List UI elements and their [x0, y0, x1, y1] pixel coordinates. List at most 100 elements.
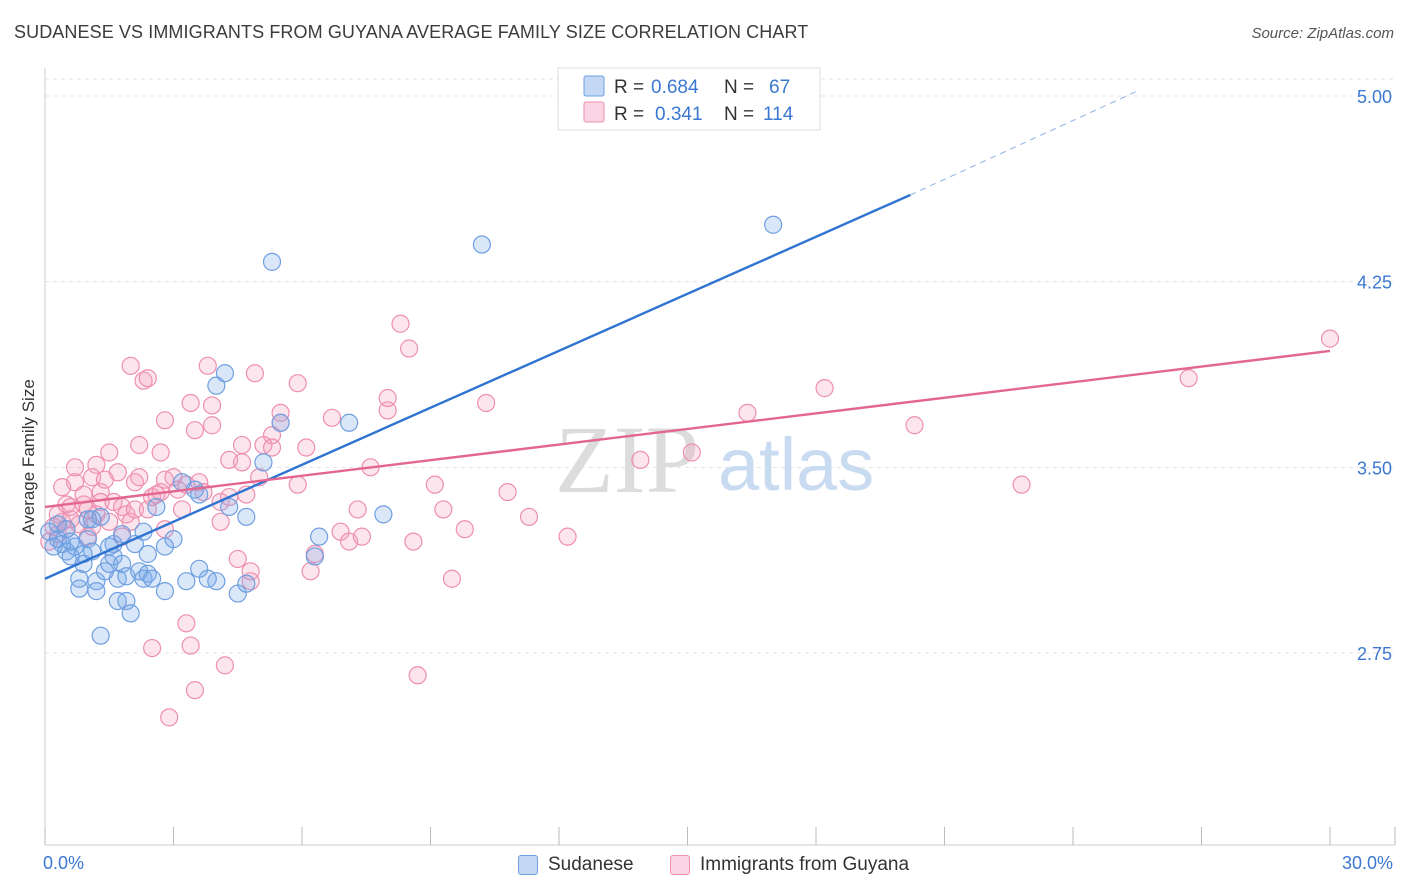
- legend-swatch-guyana: [670, 855, 690, 875]
- guyana-point: [177, 614, 196, 633]
- sudanese-point: [305, 547, 324, 566]
- sudanese-trend-line: [44, 193, 911, 580]
- sudanese-point: [87, 582, 106, 601]
- guyana-point: [198, 356, 217, 375]
- sudanese-point: [237, 507, 256, 526]
- chart-title: SUDANESE VS IMMIGRANTS FROM GUYANA AVERA…: [14, 22, 809, 42]
- sudanese-point: [215, 364, 234, 383]
- guyana-point: [455, 520, 474, 539]
- guyana-point: [65, 458, 85, 477]
- guyana-point: [185, 681, 205, 700]
- guyana-point: [477, 393, 496, 413]
- stats-r-value-guyana: 0.341: [655, 104, 703, 125]
- guyana-point: [399, 339, 419, 358]
- guyana-point: [155, 411, 175, 430]
- x-tick-label: 0.0%: [43, 853, 84, 873]
- sudanese-point: [48, 515, 67, 534]
- sudanese-point: [764, 215, 783, 234]
- series-sudanese-points: [40, 215, 783, 645]
- series-guyana-points: [40, 314, 1340, 727]
- guyana-point: [130, 468, 149, 487]
- guyana-point: [322, 408, 342, 427]
- legend-label-sudanese: Sudanese: [548, 854, 634, 875]
- sudanese-point: [138, 544, 157, 564]
- guyana-point: [408, 666, 427, 685]
- guyana-point: [434, 500, 453, 519]
- guyana-point: [271, 403, 290, 422]
- sudanese-point: [262, 252, 282, 271]
- guyana-point: [301, 562, 320, 581]
- legend-item-sudanese[interactable]: Sudanese: [518, 851, 634, 879]
- guyana-point: [125, 500, 145, 519]
- sudanese-point: [177, 572, 196, 591]
- sudanese-point: [164, 530, 183, 549]
- guyana-point: [391, 314, 410, 333]
- guyana-point: [108, 463, 127, 482]
- watermark-atlas: atlas: [718, 423, 874, 506]
- guyana-point: [682, 443, 701, 462]
- guyana-point: [185, 421, 205, 440]
- sudanese-point: [310, 527, 329, 546]
- sudanese-point: [254, 453, 273, 472]
- guyana-point: [288, 374, 307, 393]
- guyana-point: [138, 369, 157, 388]
- guyana-point: [1320, 329, 1340, 348]
- sudanese-point: [374, 505, 393, 524]
- guyana-point: [738, 403, 757, 422]
- watermark: ZIP atlas: [555, 406, 874, 513]
- guyana-point: [202, 416, 222, 435]
- sudanese-point: [340, 413, 359, 432]
- stats-swatch-guyana: [583, 101, 605, 123]
- sudanese-point: [91, 507, 110, 526]
- guyana-point: [262, 438, 282, 457]
- legend-swatch-sudanese: [518, 855, 538, 875]
- sudanese-point: [220, 497, 239, 517]
- guyana-point: [498, 482, 517, 502]
- guyana-point: [160, 708, 179, 727]
- y-tick-label: 5.00: [1357, 87, 1392, 107]
- guyana-point: [232, 453, 252, 472]
- stats-swatch-sudanese: [583, 75, 605, 97]
- guyana-point: [1012, 475, 1031, 494]
- sudanese-point: [91, 626, 110, 645]
- guyana-point: [631, 450, 650, 470]
- guyana-point: [211, 512, 230, 531]
- stats-n-label-sudanese: N =: [724, 77, 754, 98]
- guyana-point: [202, 396, 222, 415]
- guyana-point: [215, 656, 234, 675]
- guyana-point: [262, 426, 282, 445]
- stats-r-label-guyana: R =: [614, 104, 644, 125]
- y-tick-label: 2.75: [1357, 644, 1392, 664]
- guyana-trend-line: [44, 349, 1331, 509]
- sudanese-point: [472, 235, 491, 254]
- guyana-point: [815, 379, 834, 398]
- stats-legend: R = 0.684 N = 67 R = 0.341 N = 114: [557, 67, 821, 131]
- guyana-point: [100, 443, 119, 462]
- guyana-point: [151, 443, 170, 462]
- stats-n-value-sudanese: 67: [769, 77, 790, 98]
- guyana-point: [905, 416, 924, 435]
- sudanese-point: [147, 497, 166, 517]
- sudanese-point: [190, 485, 209, 504]
- guyana-point: [297, 438, 316, 457]
- guyana-point: [404, 532, 423, 551]
- stats-n-label-guyana: N =: [724, 104, 754, 125]
- guyana-point: [181, 393, 200, 413]
- guyana-point: [425, 475, 444, 494]
- sudanese-point: [207, 376, 226, 395]
- sudanese-point: [271, 413, 290, 432]
- guyana-point: [378, 401, 397, 420]
- trend-layer: [44, 90, 1331, 580]
- guyana-point: [1179, 369, 1198, 388]
- axis-layer: 2.75 3.50 4.25 5.00 0.0% 30.0%: [43, 68, 1396, 873]
- guyana-point: [181, 636, 200, 655]
- guyana-point: [288, 475, 307, 494]
- guyana-point: [348, 500, 367, 519]
- stats-n-value-guyana: 114: [763, 104, 794, 125]
- sudanese-point: [237, 574, 256, 593]
- legend-item-guyana[interactable]: Immigrants from Guyana: [670, 851, 909, 879]
- legend-label-guyana: Immigrants from Guyana: [700, 854, 910, 875]
- guyana-point: [245, 364, 264, 383]
- stats-r-value-sudanese: 0.684: [651, 77, 699, 98]
